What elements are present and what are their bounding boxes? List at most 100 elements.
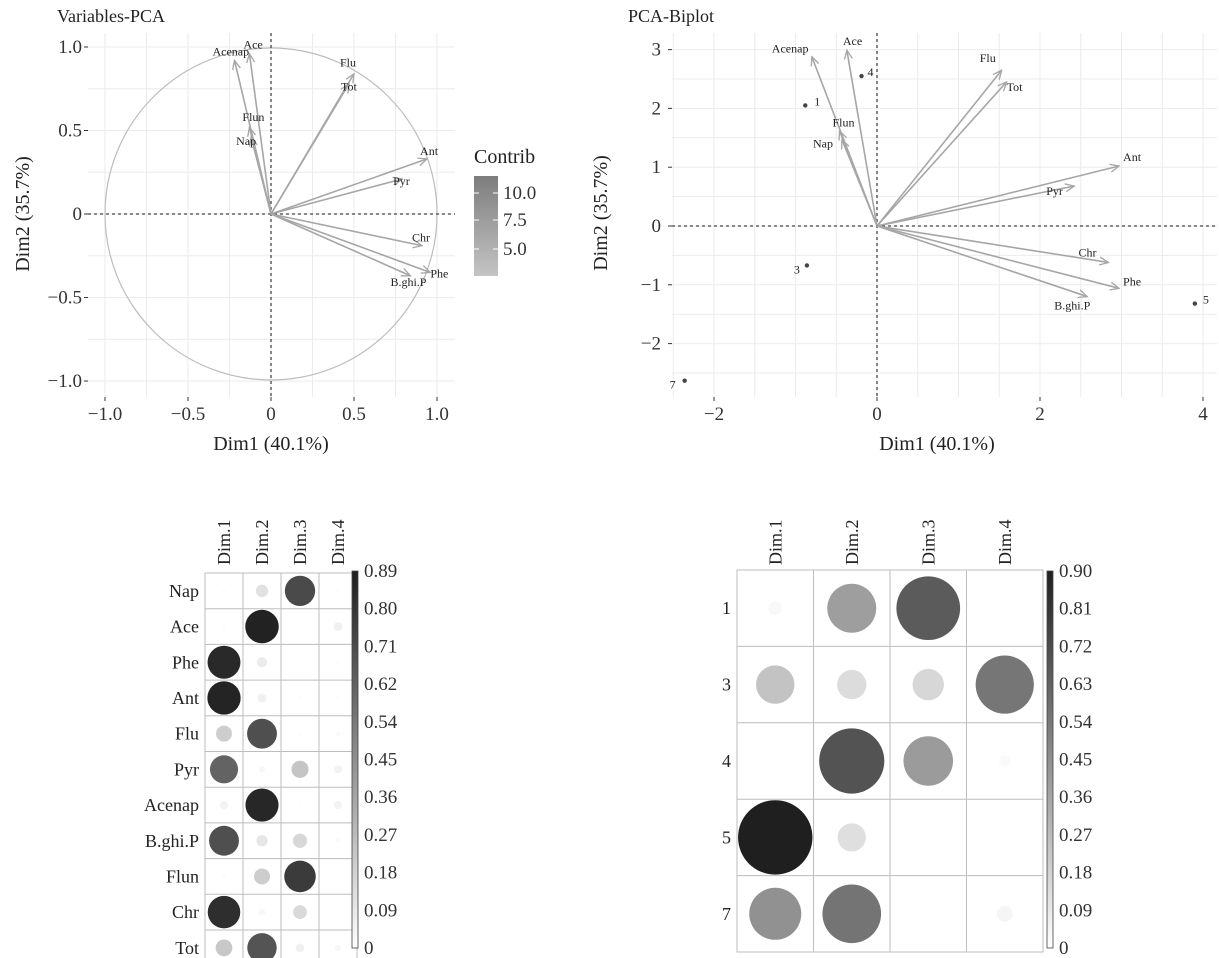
correlation-circle <box>284 575 316 607</box>
x-tick-label: −1.0 <box>88 404 122 425</box>
color-scale-label: 0.45 <box>364 750 397 771</box>
correlation-circle <box>996 905 1013 922</box>
color-scale-label: 0.81 <box>1059 599 1092 620</box>
color-scale-label: 0.72 <box>1059 636 1092 657</box>
correlation-circle <box>749 887 802 940</box>
y-tick-label: 2 <box>652 98 662 119</box>
individual-point <box>859 73 864 79</box>
color-scale-label: 0.63 <box>1059 674 1092 695</box>
correlation-circle <box>292 833 308 848</box>
vector-arrow-flu <box>876 70 1002 227</box>
vector-label: Ant <box>1123 150 1142 164</box>
legend-tick-label: 5.0 <box>503 239 527 260</box>
vector-label: Acenap <box>772 42 809 56</box>
color-scale-label: 0 <box>364 938 374 958</box>
color-scale-bar <box>351 570 359 949</box>
pca-biplot-title: PCA-Biplot <box>628 6 714 26</box>
variables-pca-ticks: −1.0 −0.5 0 0.5 1.0 −1.0 −0.5 0 0.5 1.0 <box>48 37 449 425</box>
vector-label: Pyr <box>393 174 410 188</box>
correlation-circle <box>756 665 795 704</box>
correlation-circle <box>336 696 340 700</box>
correlation-circle <box>768 601 783 615</box>
color-scale-label: 0.27 <box>364 825 397 846</box>
correlation-circle <box>256 657 268 668</box>
correlation-circle <box>245 788 279 822</box>
y-tick-label: 0.5 <box>58 121 82 142</box>
correlation-circle <box>207 895 241 929</box>
correlation-circle <box>298 731 302 736</box>
correlation-circle <box>222 874 226 879</box>
color-scale-label: 0.54 <box>1059 712 1093 733</box>
row-label: Flun <box>166 866 199 886</box>
legend-tick-label: 10.0 <box>503 183 536 204</box>
y-tick-label: −0.5 <box>48 288 82 309</box>
y-tick-label: −1.0 <box>48 371 82 392</box>
individual-label: 1 <box>814 94 820 108</box>
correlation-circle <box>335 838 341 844</box>
vector-label: Tot <box>341 80 357 94</box>
vector-arrow-ant <box>270 159 427 215</box>
variables-pca-x-axis-title: Dim1 (40.1%) <box>213 433 329 455</box>
correlation-circle <box>837 823 866 852</box>
correlation-circle <box>293 905 307 920</box>
correlation-circle <box>819 728 885 794</box>
pca-biplot-x-axis-title: Dim1 (40.1%) <box>879 433 995 455</box>
vector-arrow-ace <box>847 50 878 227</box>
column-label: Dim.4 <box>328 519 348 565</box>
vector-label: Phe <box>1123 274 1141 288</box>
y-tick-label: 1 <box>652 157 662 178</box>
correlation-circle <box>258 766 266 773</box>
correlation-circle <box>896 576 961 641</box>
individual-point <box>804 263 810 268</box>
individual-point <box>803 103 808 108</box>
correlation-circle <box>333 622 343 631</box>
contrib-legend-gradient <box>474 176 498 276</box>
row-label: Phe <box>172 652 199 672</box>
row-label: 7 <box>722 904 731 924</box>
correlation-circle <box>222 589 226 593</box>
x-tick-label: 4 <box>1198 404 1208 425</box>
y-tick-label: 3 <box>652 40 662 61</box>
column-label: Dim.3 <box>290 519 310 565</box>
color-scale-label: 0.18 <box>1059 863 1092 884</box>
variable-correlation-matrix: Dim.1 Dim.2 Dim.3 Dim.4 Nap Ace Phe Ant Flu Pyr Ac… <box>144 519 398 958</box>
vector-label: Ace <box>243 38 262 52</box>
pca-biplot-grid <box>672 33 1217 397</box>
correlation-circle <box>207 645 241 679</box>
correlation-circle <box>837 669 867 700</box>
correlation-circle <box>334 801 342 810</box>
correlation-circle <box>284 860 316 893</box>
color-scale-label: 0.90 <box>1059 561 1092 582</box>
column-label: Dim.1 <box>765 519 785 565</box>
correlation-circle <box>215 939 233 957</box>
correlation-circle <box>207 681 241 715</box>
row-label: Tot <box>175 938 199 958</box>
vector-label: Flun <box>242 110 264 124</box>
correlation-circle <box>220 801 228 810</box>
vector-label: Chr <box>1078 245 1096 259</box>
contrib-legend: Contrib 10.0 7.5 5.0 <box>474 146 536 276</box>
correlation-circle <box>298 696 302 700</box>
color-scale-label: 0.09 <box>1059 900 1092 921</box>
color-scale-label: 0.71 <box>364 636 397 657</box>
column-label: Dim.2 <box>842 519 862 565</box>
individual-point <box>682 378 687 383</box>
vector-arrow-nap <box>842 140 878 227</box>
correlation-circle <box>295 943 305 953</box>
x-tick-label: −2 <box>704 404 724 425</box>
row-label: 1 <box>722 598 731 618</box>
correlation-circle <box>245 609 279 644</box>
correlation-circle <box>999 755 1011 767</box>
variables-pca-title: Variables-PCA <box>57 6 165 26</box>
x-tick-label: 1.0 <box>425 404 449 425</box>
individual-correlation-matrix: Dim.1 Dim.2 Dim.3 Dim.4 1 3 4 5 7 0.90 0.81 0.72 0.6… <box>722 519 1093 958</box>
vector-label: Flu <box>980 51 996 65</box>
correlation-circle <box>257 693 267 703</box>
row-label: B.ghi.P <box>145 831 199 851</box>
row-label: Chr <box>172 902 199 922</box>
pca-biplot-y-axis-title: Dim2 (35.7%) <box>590 155 612 271</box>
correlation-circle <box>291 760 309 778</box>
y-tick-label: 1.0 <box>58 37 82 58</box>
plot-background <box>672 33 1217 397</box>
